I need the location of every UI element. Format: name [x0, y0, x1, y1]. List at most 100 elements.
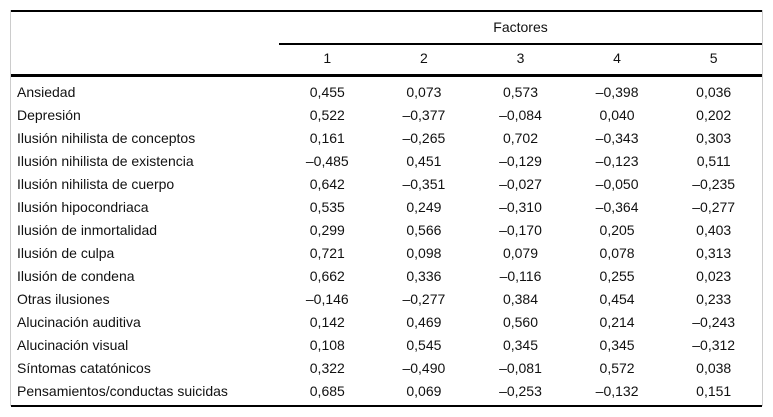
- cell: 0,249: [406, 198, 442, 215]
- row-label: Otras ilusiones: [17, 290, 110, 307]
- cell: 0,572: [599, 359, 635, 376]
- cell: 0,662: [309, 267, 345, 284]
- row-label: Ilusión nihilista de cuerpo: [17, 175, 175, 192]
- cell: 0,073: [406, 83, 442, 100]
- cell: –0,265: [402, 129, 446, 146]
- row-label: Pensamientos/conductas suicidas: [17, 382, 228, 399]
- cell: –0,084: [499, 106, 542, 123]
- cell: –0,398: [595, 83, 639, 100]
- cell: 0,469: [406, 313, 442, 330]
- cell: –0,312: [692, 336, 736, 353]
- table-row: Otras ilusiones –0,146 –0,277 0,384 0,45…: [11, 287, 762, 310]
- cell: –0,253: [499, 382, 542, 399]
- cell: 0,566: [406, 221, 442, 238]
- row-label: Alucinación visual: [17, 336, 129, 353]
- cell: 0,522: [309, 106, 345, 123]
- row-label: Ilusión de culpa: [17, 244, 115, 261]
- cell: 0,560: [502, 313, 538, 330]
- table-row: Ilusión nihilista de cuerpo 0,642 –0,351…: [11, 172, 762, 195]
- cell: –0,490: [402, 359, 446, 376]
- table-row: Síntomas catatónicos 0,322 –0,490 –0,081…: [11, 356, 762, 379]
- cell: –0,116: [499, 267, 542, 284]
- cell: –0,132: [595, 382, 639, 399]
- column-header-3: 3: [472, 44, 569, 77]
- cell: –0,129: [499, 152, 542, 169]
- cell: 0,023: [696, 267, 732, 284]
- row-label: Síntomas catatónicos: [17, 359, 151, 376]
- cell: 0,455: [309, 83, 345, 100]
- row-label: Ansiedad: [17, 83, 76, 100]
- cell: 0,336: [406, 267, 442, 284]
- cell: 0,151: [696, 382, 732, 399]
- cell: –0,170: [499, 221, 542, 238]
- cell: 0,702: [502, 129, 538, 146]
- table-row: Ilusión de culpa 0,721 0,098 0,079 0,078…: [11, 241, 762, 264]
- cell: –0,235: [692, 175, 736, 192]
- table-row: Ilusión de condena 0,662 0,336 –0,116 0,…: [11, 264, 762, 287]
- column-header-4: 4: [568, 44, 666, 77]
- column-header-1: 1: [279, 44, 376, 77]
- row-label: Ilusión de inmortalidad: [17, 221, 158, 238]
- table-row: Ilusión nihilista de conceptos 0,161 –0,…: [11, 126, 762, 149]
- cell: 0,078: [599, 244, 635, 261]
- cell: 0,036: [696, 83, 732, 100]
- row-label: Depresión: [17, 106, 81, 123]
- column-header-2: 2: [375, 44, 473, 77]
- table-row: Ilusión de inmortalidad 0,299 0,566 –0,1…: [11, 218, 762, 241]
- cell: 0,205: [599, 221, 635, 238]
- cell: 0,345: [502, 336, 538, 353]
- table-row: Alucinación auditiva 0,142 0,469 0,560 0…: [11, 310, 762, 333]
- cell: 0,345: [599, 336, 635, 353]
- cell: 0,642: [309, 175, 345, 192]
- cell: –0,277: [692, 198, 736, 215]
- table-row: Ilusión nihilista de existencia –0,485 0…: [11, 149, 762, 172]
- cell: 0,545: [406, 336, 442, 353]
- cell: 0,322: [309, 359, 345, 376]
- cell: –0,364: [595, 198, 639, 215]
- factor-loadings-table-frame: Factores 1 2 3 4 5 Ansiedad 0,455 0,073 …: [10, 10, 763, 407]
- cell: –0,485: [305, 152, 349, 169]
- cell: 0,202: [696, 106, 732, 123]
- cell: –0,081: [499, 359, 542, 376]
- row-label: Ilusión nihilista de conceptos: [17, 129, 196, 146]
- table-row: Ansiedad 0,455 0,073 0,573 –0,398 0,036: [11, 76, 762, 104]
- corner-cell: [11, 44, 279, 77]
- row-label: Ilusión nihilista de existencia: [17, 152, 194, 169]
- table-row: Depresión 0,522 –0,377 –0,084 0,040 0,20…: [11, 103, 762, 126]
- cell: –0,343: [595, 129, 639, 146]
- cell: 0,299: [309, 221, 345, 238]
- cell: 0,721: [309, 244, 345, 261]
- cell: 0,403: [696, 221, 732, 238]
- cell: –0,050: [595, 175, 639, 192]
- cell: 0,451: [406, 152, 442, 169]
- table-row: Alucinación visual 0,108 0,545 0,345 0,3…: [11, 333, 762, 356]
- cell: 0,038: [696, 359, 732, 376]
- row-label: Ilusión hipocondriaca: [17, 198, 149, 215]
- group-header-row: Factores: [11, 11, 762, 45]
- cell: 0,313: [696, 244, 732, 261]
- cell: –0,146: [305, 290, 349, 307]
- cell: 0,069: [406, 382, 442, 399]
- cell: 0,233: [696, 290, 732, 307]
- column-header-row: 1 2 3 4 5: [11, 44, 762, 77]
- cell: 0,214: [599, 313, 635, 330]
- factor-loadings-table: Factores 1 2 3 4 5 Ansiedad 0,455 0,073 …: [11, 10, 762, 407]
- row-label: Ilusión de condena: [17, 267, 135, 284]
- cell: 0,142: [309, 313, 345, 330]
- cell: 0,255: [599, 267, 635, 284]
- cell: 0,161: [309, 129, 345, 146]
- cell: 0,098: [406, 244, 442, 261]
- cell: 0,511: [696, 152, 731, 169]
- cell: 0,079: [502, 244, 538, 261]
- cell: 0,384: [502, 290, 538, 307]
- corner-cell: [11, 11, 279, 44]
- cell: –0,377: [402, 106, 446, 123]
- cell: –0,243: [692, 313, 736, 330]
- cell: –0,123: [595, 152, 639, 169]
- cell: 0,573: [502, 83, 538, 100]
- cell: 0,040: [599, 106, 635, 123]
- cell: 0,454: [599, 290, 635, 307]
- row-label: Alucinación auditiva: [17, 313, 141, 330]
- cell: –0,351: [402, 175, 446, 192]
